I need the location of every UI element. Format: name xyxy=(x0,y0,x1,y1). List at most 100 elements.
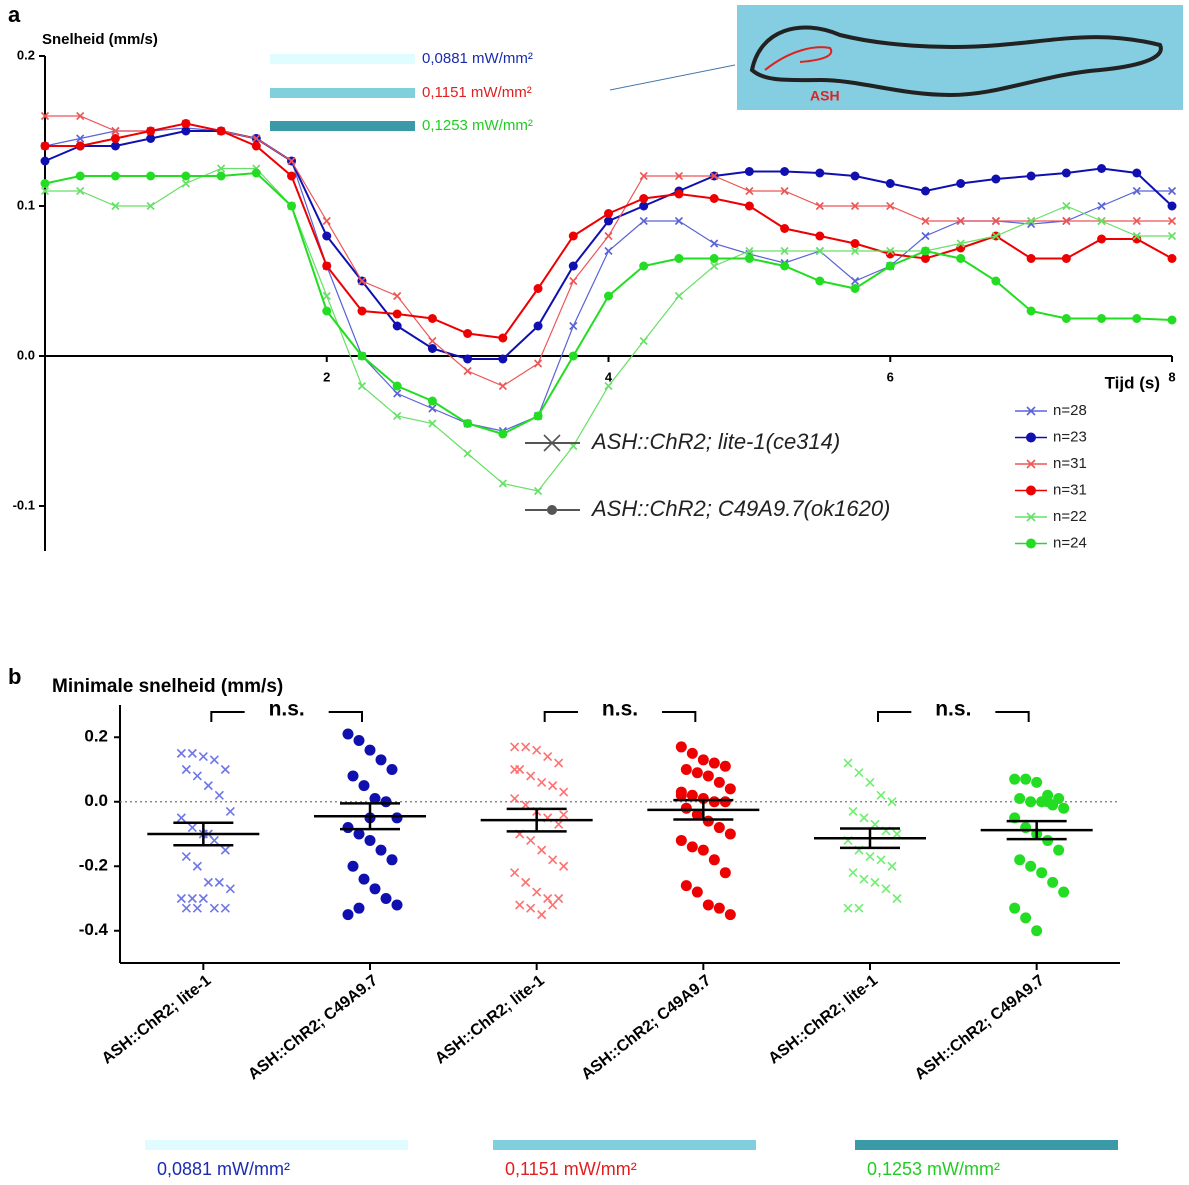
data-point xyxy=(639,201,649,211)
data-point xyxy=(744,167,754,176)
data-point-stroke xyxy=(393,291,402,301)
data-point-stroke xyxy=(859,813,869,823)
data-point xyxy=(848,868,858,878)
data-point xyxy=(322,216,331,226)
data-point xyxy=(1167,216,1177,226)
data-point-stroke xyxy=(176,813,186,823)
marker-legend-label: ASH::ChR2; C49A9.7(ok1620) xyxy=(590,496,890,521)
data-point xyxy=(887,861,897,871)
data-point xyxy=(920,254,930,263)
data-point xyxy=(347,770,359,782)
data-point xyxy=(498,381,507,391)
data-point-stroke xyxy=(710,261,719,271)
data-point-stroke xyxy=(956,216,965,226)
series-line xyxy=(45,122,1173,340)
data-point xyxy=(220,764,230,775)
data-point xyxy=(357,351,367,361)
data-point-stroke xyxy=(510,742,520,752)
data-point-stroke xyxy=(510,868,520,878)
data-point-stroke xyxy=(991,216,1000,226)
data-point xyxy=(1061,168,1071,178)
data-point-stroke xyxy=(192,861,202,871)
data-point-stroke xyxy=(674,171,684,181)
data-point-stroke xyxy=(111,126,120,136)
data-point-stroke xyxy=(498,381,507,391)
data-point xyxy=(708,796,720,808)
data-point-stroke xyxy=(548,781,558,791)
legend-marker xyxy=(1026,538,1036,549)
data-point-stroke xyxy=(357,381,367,391)
data-point xyxy=(76,134,85,143)
data-point xyxy=(854,768,864,778)
data-point-stroke xyxy=(850,276,860,286)
data-point xyxy=(991,216,1000,226)
data-point xyxy=(40,156,50,166)
data-point xyxy=(674,189,684,199)
data-point xyxy=(353,828,365,840)
data-point xyxy=(850,284,860,293)
data-point xyxy=(386,764,398,775)
data-point xyxy=(710,261,719,271)
data-point-stroke xyxy=(515,900,525,910)
data-point-stroke xyxy=(76,134,85,143)
data-point-stroke xyxy=(533,486,543,496)
data-point-stroke xyxy=(876,855,886,865)
data-point xyxy=(1132,216,1141,226)
data-point xyxy=(1132,234,1142,244)
data-point xyxy=(559,810,569,820)
data-point-stroke xyxy=(192,903,202,913)
data-point xyxy=(181,119,191,128)
data-point xyxy=(708,757,720,769)
data-point xyxy=(543,752,553,762)
y-tick-label: -0.1 xyxy=(13,497,35,512)
data-point-stroke xyxy=(532,745,542,755)
data-point xyxy=(554,758,564,768)
data-point xyxy=(708,854,720,866)
data-point xyxy=(854,903,864,913)
data-point xyxy=(220,845,230,855)
data-point xyxy=(1009,773,1021,785)
data-point-stroke xyxy=(181,852,191,862)
marker-legend-symbol-stroke xyxy=(543,434,561,452)
data-point xyxy=(146,126,156,136)
data-point xyxy=(427,396,437,406)
data-point xyxy=(604,246,613,256)
data-point xyxy=(1058,886,1070,898)
data-point-stroke xyxy=(526,771,536,781)
data-point-stroke xyxy=(1167,186,1177,196)
data-point xyxy=(392,309,402,319)
data-point-stroke xyxy=(287,156,296,166)
data-point xyxy=(697,844,709,856)
data-point xyxy=(568,231,578,241)
data-point-stroke xyxy=(870,877,880,887)
data-point xyxy=(674,216,684,226)
data-point xyxy=(1014,854,1026,866)
data-point xyxy=(347,860,359,872)
data-point-stroke xyxy=(521,877,531,887)
data-point xyxy=(463,419,473,428)
data-point-stroke xyxy=(181,764,191,775)
data-point xyxy=(427,344,437,353)
data-point xyxy=(604,291,613,301)
data-point xyxy=(604,209,613,218)
data-point xyxy=(719,760,731,772)
data-point xyxy=(780,261,790,271)
legend-label: n=24 xyxy=(1053,534,1087,551)
inset-background xyxy=(737,5,1183,110)
data-point xyxy=(1014,793,1026,805)
data-point-stroke xyxy=(40,111,50,121)
data-point xyxy=(342,822,354,834)
data-point xyxy=(691,809,703,821)
data-point xyxy=(537,910,547,920)
data-point-stroke xyxy=(214,877,224,887)
data-point xyxy=(686,747,698,759)
data-point xyxy=(815,276,825,286)
data-point xyxy=(533,359,543,368)
data-point xyxy=(1132,314,1142,323)
data-point-stroke xyxy=(639,171,648,181)
data-point-stroke xyxy=(892,829,902,839)
data-point xyxy=(639,336,648,346)
light-intensity-label: 0,0881 mW/mm² xyxy=(157,1159,290,1179)
y-axis-label: Snelheid (mm/s) xyxy=(42,31,158,48)
data-point-stroke xyxy=(357,276,367,286)
